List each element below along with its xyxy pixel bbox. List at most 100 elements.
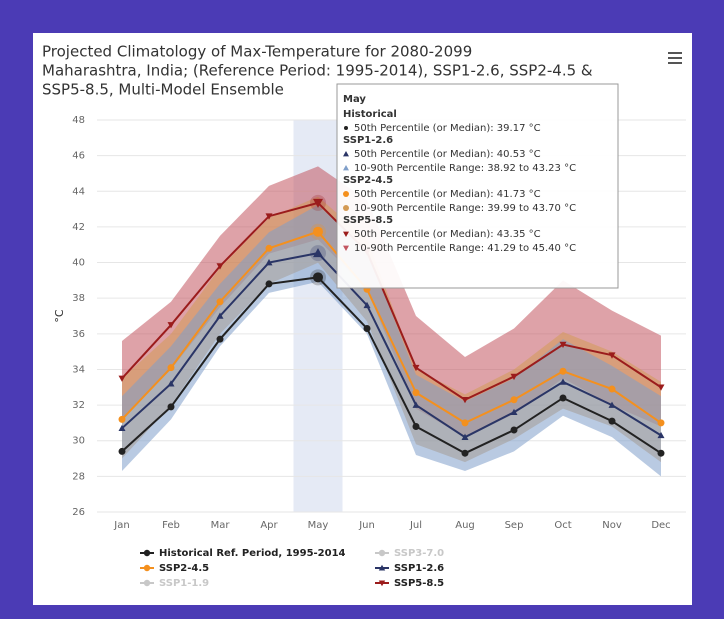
- x-tick-label: Oct: [554, 520, 571, 531]
- y-tick-label: 38: [72, 293, 85, 304]
- data-point: [363, 324, 371, 332]
- data-point: [216, 298, 224, 306]
- data-point: [657, 449, 665, 457]
- data-point: [167, 364, 175, 372]
- legend-item[interactable]: SSP3-7.0: [375, 548, 444, 559]
- data-point: [412, 364, 420, 372]
- tooltip-section: SSP5-8.5: [343, 215, 393, 226]
- legend-marker: [143, 579, 151, 587]
- series-line: [121, 276, 662, 455]
- y-tick-label: 46: [72, 151, 85, 162]
- legend-label[interactable]: SSP1-1.9: [159, 578, 209, 589]
- tooltip-line: 50th Percentile (or Median): 39.17 °C: [354, 123, 541, 134]
- menu-icon[interactable]: [668, 52, 682, 64]
- tooltip-line: 50th Percentile (or Median): 43.35 °C: [354, 229, 541, 240]
- data-point: [167, 322, 175, 329]
- data-point: [363, 301, 371, 309]
- tooltip-marker: [343, 245, 349, 251]
- tooltip-section: Historical: [343, 109, 397, 120]
- data-point: [265, 213, 273, 220]
- data-point: [559, 378, 567, 385]
- data-point: [412, 389, 420, 397]
- menu-bar[interactable]: [668, 52, 682, 54]
- data-point: [461, 433, 469, 440]
- chart-title: Projected Climatology of Max-Temperature…: [42, 43, 472, 61]
- series-line: [121, 201, 662, 401]
- data-point: [461, 396, 469, 404]
- x-tick-label: Sep: [505, 520, 524, 531]
- data-point: [412, 401, 420, 408]
- legend-item[interactable]: SSP1-1.9: [140, 578, 209, 589]
- series-line: [121, 252, 662, 439]
- data-point: [510, 396, 518, 404]
- tooltip-line: 50th Percentile (or Median): 41.73 °C: [354, 189, 541, 200]
- legend-item[interactable]: SSP2-4.5: [140, 563, 209, 574]
- data-point: [412, 422, 420, 430]
- data-point: [313, 198, 323, 208]
- x-tick-label: Dec: [651, 520, 670, 531]
- tooltip-line: 10-90th Percentile Range: 39.99 to 43.70…: [354, 203, 576, 214]
- menu-bar[interactable]: [668, 62, 682, 64]
- x-tick-label: Apr: [260, 520, 278, 531]
- data-point: [461, 419, 469, 427]
- legend-marker: [378, 564, 386, 571]
- data-point: [118, 375, 126, 382]
- data-point: [167, 403, 175, 411]
- y-tick-label: 30: [72, 436, 85, 447]
- x-tick-label: Nov: [602, 520, 622, 531]
- y-tick-label: 48: [72, 115, 85, 126]
- legend-label[interactable]: SSP1-2.6: [394, 563, 444, 574]
- series-line: [121, 230, 662, 425]
- data-point: [216, 335, 224, 343]
- legend-label[interactable]: SSP3-7.0: [394, 548, 444, 559]
- y-tick-label: 28: [72, 471, 85, 482]
- x-tick-label: Mar: [211, 520, 231, 531]
- tooltip-line: 50th Percentile (or Median): 40.53 °C: [354, 149, 541, 160]
- tooltip-section: SSP2-4.5: [343, 175, 393, 186]
- data-point: [559, 367, 567, 375]
- data-point: [559, 394, 567, 402]
- data-point: [657, 384, 665, 391]
- legend-item[interactable]: SSP1-2.6: [375, 563, 444, 574]
- data-point: [608, 352, 616, 359]
- data-point: [313, 226, 323, 237]
- y-tick-label: 34: [72, 364, 85, 375]
- data-point: [559, 341, 567, 349]
- tooltip-line: 10-90th Percentile Range: 41.29 to 45.40…: [354, 243, 576, 254]
- data-point: [608, 401, 616, 408]
- data-point: [608, 385, 616, 393]
- legend-label[interactable]: Historical Ref. Period, 1995-2014: [159, 548, 346, 559]
- tooltip-marker: [343, 151, 349, 157]
- legend-marker: [378, 549, 386, 557]
- tooltip-marker: [343, 231, 349, 237]
- tooltip-line: 10-90th Percentile Range: 38.92 to 43.23…: [354, 163, 576, 174]
- data-point: [118, 415, 126, 423]
- data-point: [118, 424, 126, 432]
- x-tick-label: Feb: [162, 520, 180, 531]
- tooltip-marker: [343, 205, 349, 211]
- data-point: [510, 373, 518, 381]
- y-tick-label: 42: [72, 222, 85, 233]
- legend-item[interactable]: SSP5-8.5: [375, 578, 444, 589]
- x-tick-label: Aug: [455, 520, 475, 531]
- tooltip-marker: [343, 191, 349, 197]
- legend-item[interactable]: Historical Ref. Period, 1995-2014: [140, 548, 346, 559]
- menu-bar[interactable]: [668, 57, 682, 59]
- tooltip-bullet: [344, 126, 348, 130]
- data-point: [461, 449, 469, 457]
- legend-label[interactable]: SSP2-4.5: [159, 563, 209, 574]
- legend-marker: [143, 564, 151, 572]
- data-point: [265, 244, 273, 252]
- x-tick-label: Jul: [409, 520, 422, 531]
- y-tick-label: 32: [72, 400, 85, 411]
- y-axis-label: °C: [53, 309, 66, 323]
- data-point: [118, 447, 126, 455]
- y-tick-label: 44: [72, 186, 85, 197]
- y-tick-label: 36: [72, 329, 85, 340]
- x-tick-label: Jun: [358, 520, 375, 531]
- y-tick-label: 26: [72, 507, 85, 518]
- x-tick-label: Jan: [113, 520, 129, 531]
- legend-label[interactable]: SSP5-8.5: [394, 578, 444, 589]
- data-point: [216, 263, 224, 270]
